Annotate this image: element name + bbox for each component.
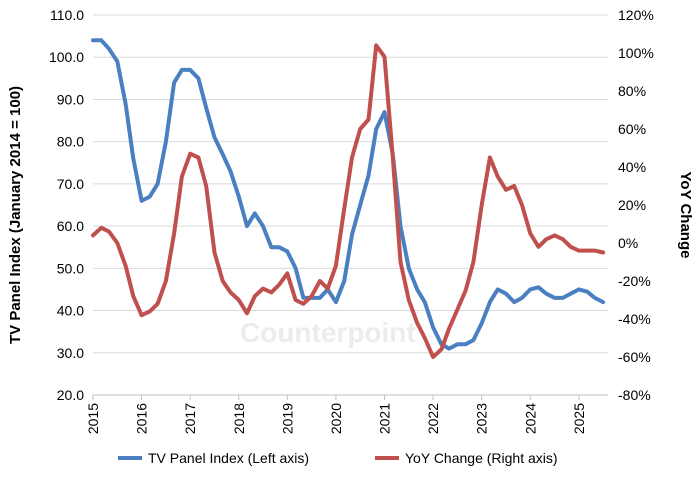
y-left-tick-label: 80.0 (57, 134, 84, 150)
y-right-tick-label: 100% (618, 45, 654, 61)
series-line-1 (91, 38, 606, 351)
y-left-tick-label: 100.0 (49, 49, 84, 65)
y-right-tick-label: -60% (618, 349, 651, 365)
x-tick-label: 2020 (328, 403, 344, 434)
y-right-tick-label: 80% (618, 83, 646, 99)
x-tick-label: 2024 (522, 403, 538, 434)
y-axis-title-right: YoY Change (677, 172, 694, 259)
y-left-tick-label: 30.0 (57, 345, 84, 361)
x-tick-label: 2015 (85, 403, 101, 434)
series-line-2 (91, 43, 606, 359)
y-left-tick-label: 20.0 (57, 387, 84, 403)
gridlines (93, 14, 608, 396)
tick-labels: 20.0 30.0 40.0 50.0 60.0 70.0 80.0 90.0 100.0 110… (49, 7, 654, 434)
y-left-tick-label: 70.0 (57, 176, 84, 192)
y-left-tick-label: 90.0 (57, 91, 84, 107)
legend-label: YoY Change (Right axis) (405, 450, 558, 466)
watermark-text: Counterpoint (240, 317, 416, 348)
x-tick-label: 2023 (474, 403, 490, 434)
y-right-tick-label: 0% (618, 235, 638, 251)
x-tick-label: 2021 (377, 403, 393, 434)
legend: TV Panel Index (Left axis) YoY Change (Ri… (118, 450, 558, 466)
y-right-tick-label: 60% (618, 121, 646, 137)
y-left-tick-label: 40.0 (57, 303, 84, 319)
y-right-tick-label: -80% (618, 387, 651, 403)
y-left-tick-label: 50.0 (57, 260, 84, 276)
x-tick-label: 2016 (134, 403, 150, 434)
y-right-tick-label: 40% (618, 159, 646, 175)
legend-label: TV Panel Index (Left axis) (148, 450, 309, 466)
series-lines (91, 38, 606, 359)
x-tick-label: 2017 (182, 403, 198, 434)
x-tick-label: 2018 (231, 403, 247, 434)
y-left-tick-label: 60.0 (57, 218, 84, 234)
y-right-tick-label: 20% (618, 197, 646, 213)
axes (92, 394, 608, 400)
y-right-tick-label: -20% (618, 273, 651, 289)
x-tick-label: 2022 (425, 403, 441, 434)
x-tick-label: 2025 (571, 403, 587, 434)
y-right-tick-label: -40% (618, 311, 651, 327)
y-axis-title-left: TV Panel Index (January 2014 = 100) (7, 86, 24, 344)
y-left-tick-label: 110.0 (50, 7, 84, 23)
x-tick-label: 2019 (279, 403, 295, 434)
y-right-tick-label: 120% (618, 7, 654, 23)
